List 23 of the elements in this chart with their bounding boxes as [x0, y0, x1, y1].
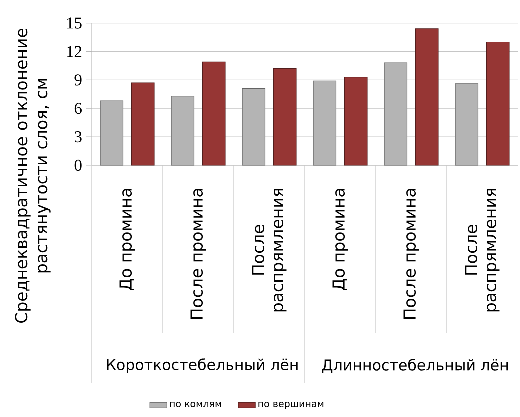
legend-label: по вершинам — [258, 402, 324, 410]
x-tick-label: После распрямления — [465, 189, 500, 312]
y-tick-label: 0 — [74, 160, 82, 172]
bar — [486, 42, 510, 166]
bar — [273, 68, 297, 166]
y-axis-title: Среднеквадратичное отклонение растянутости слоя, см — [15, 28, 51, 323]
bar — [415, 28, 439, 166]
x-tick-label: До промина — [332, 189, 348, 291]
y-tick-label: 9 — [74, 74, 82, 86]
text: Короткостебельный лён — [107, 358, 298, 374]
y-tick-label: 3 — [75, 132, 82, 143]
x-tick-label: После промина — [404, 189, 420, 320]
y-tick-label: 6 — [74, 103, 82, 114]
bar — [202, 62, 226, 166]
text: Длинностебельный лён — [322, 358, 508, 373]
bar — [131, 82, 155, 166]
legend-label: по комлям — [170, 402, 222, 408]
y-tick-label: 15 — [67, 18, 82, 29]
bar — [344, 77, 368, 166]
x-tick-label: После промина — [190, 189, 206, 320]
x-tick-label: До промина — [120, 189, 136, 291]
x-tick-label: После распрямления — [252, 189, 287, 312]
y-tick-label: 12 — [67, 46, 82, 58]
